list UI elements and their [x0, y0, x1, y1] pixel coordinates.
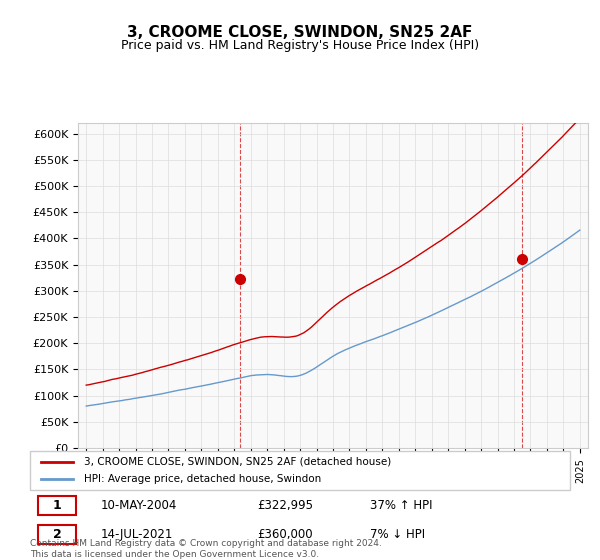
Text: 7% ↓ HPI: 7% ↓ HPI — [370, 528, 425, 541]
FancyBboxPatch shape — [30, 451, 570, 490]
Text: 37% ↑ HPI: 37% ↑ HPI — [370, 499, 433, 512]
Text: 2: 2 — [53, 528, 61, 541]
FancyBboxPatch shape — [38, 525, 76, 544]
Text: 3, CROOME CLOSE, SWINDON, SN25 2AF (detached house): 3, CROOME CLOSE, SWINDON, SN25 2AF (deta… — [84, 457, 391, 467]
Text: 1: 1 — [0, 559, 1, 560]
Text: 10-MAY-2004: 10-MAY-2004 — [100, 499, 176, 512]
Text: 3, CROOME CLOSE, SWINDON, SN25 2AF: 3, CROOME CLOSE, SWINDON, SN25 2AF — [127, 25, 473, 40]
Text: Price paid vs. HM Land Registry's House Price Index (HPI): Price paid vs. HM Land Registry's House … — [121, 39, 479, 52]
Text: £322,995: £322,995 — [257, 499, 313, 512]
Text: £360,000: £360,000 — [257, 528, 313, 541]
Text: Contains HM Land Registry data © Crown copyright and database right 2024.
This d: Contains HM Land Registry data © Crown c… — [30, 539, 382, 559]
Text: HPI: Average price, detached house, Swindon: HPI: Average price, detached house, Swin… — [84, 474, 321, 484]
FancyBboxPatch shape — [38, 496, 76, 515]
Text: 2: 2 — [0, 559, 1, 560]
Text: 14-JUL-2021: 14-JUL-2021 — [100, 528, 173, 541]
Text: 1: 1 — [53, 499, 61, 512]
